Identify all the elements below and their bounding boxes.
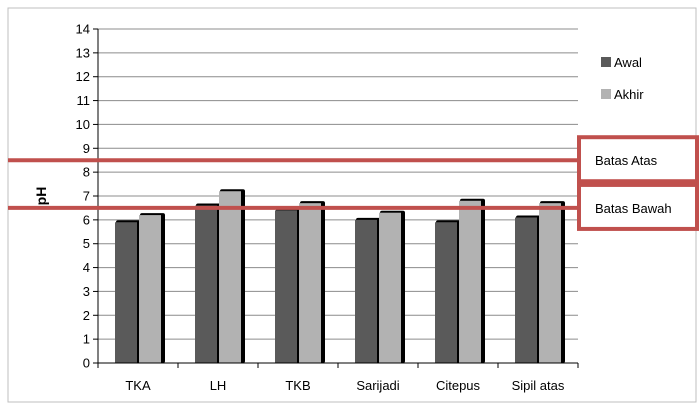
- y-tick-label: 12: [76, 69, 90, 84]
- reference-label: Batas Bawah: [595, 201, 672, 216]
- y-tick-label: 3: [83, 284, 90, 299]
- bar-akhir: [299, 203, 321, 363]
- y-tick-label: 9: [83, 141, 90, 156]
- x-tick-label: LH: [210, 378, 227, 393]
- bar-awal: [435, 222, 457, 363]
- y-tick-label: 8: [83, 165, 90, 180]
- bar-awal: [355, 219, 377, 363]
- y-tick-label: 14: [76, 22, 90, 37]
- bar-awal: [115, 222, 137, 363]
- y-tick-label: 1: [83, 332, 90, 347]
- reference-label: Batas Atas: [595, 153, 658, 168]
- bar-akhir: [379, 212, 401, 363]
- axes: [97, 29, 579, 368]
- reference-label-box: [577, 135, 699, 184]
- bar-akhir: [539, 203, 561, 363]
- bar-awal: [195, 205, 217, 363]
- y-tick-label: 10: [76, 117, 90, 132]
- x-tick-label: TKB: [285, 378, 310, 393]
- bar-akhir: [219, 191, 241, 363]
- legend-label-akhir: Akhir: [614, 87, 644, 102]
- y-axis-label: pH: [33, 187, 49, 206]
- y-tick-label: 11: [77, 93, 91, 108]
- x-tick-label: TKA: [125, 378, 151, 393]
- reference-lines: Batas Atas Batas Bawah: [8, 135, 699, 231]
- x-tick-label: Sipil atas: [512, 378, 565, 393]
- y-tick-label: 13: [76, 45, 90, 60]
- gridlines: [98, 28, 578, 340]
- y-tick-label: 2: [83, 308, 90, 323]
- y-tick-label: 4: [83, 260, 90, 275]
- bars: [115, 189, 565, 363]
- legend: Awal Akhir: [601, 55, 644, 102]
- y-tick-label: 5: [83, 236, 90, 251]
- bar-akhir: [139, 215, 161, 363]
- x-axis-categories: TKA LH TKB Sarijadi Citepus Sipil atas: [125, 378, 565, 393]
- x-tick-label: Sarijadi: [356, 378, 399, 393]
- legend-swatch-akhir: [601, 89, 611, 99]
- legend-label-awal: Awal: [614, 55, 642, 70]
- x-tick-label: Citepus: [436, 378, 481, 393]
- bar-awal: [515, 217, 537, 363]
- bar-awal: [275, 210, 297, 363]
- y-tick-label: 7: [83, 189, 90, 204]
- legend-swatch-awal: [601, 57, 611, 67]
- bar-akhir: [459, 200, 481, 363]
- reference-label-box: [577, 182, 699, 231]
- y-tick-label: 6: [83, 212, 90, 227]
- y-tick-label: 0: [83, 356, 90, 371]
